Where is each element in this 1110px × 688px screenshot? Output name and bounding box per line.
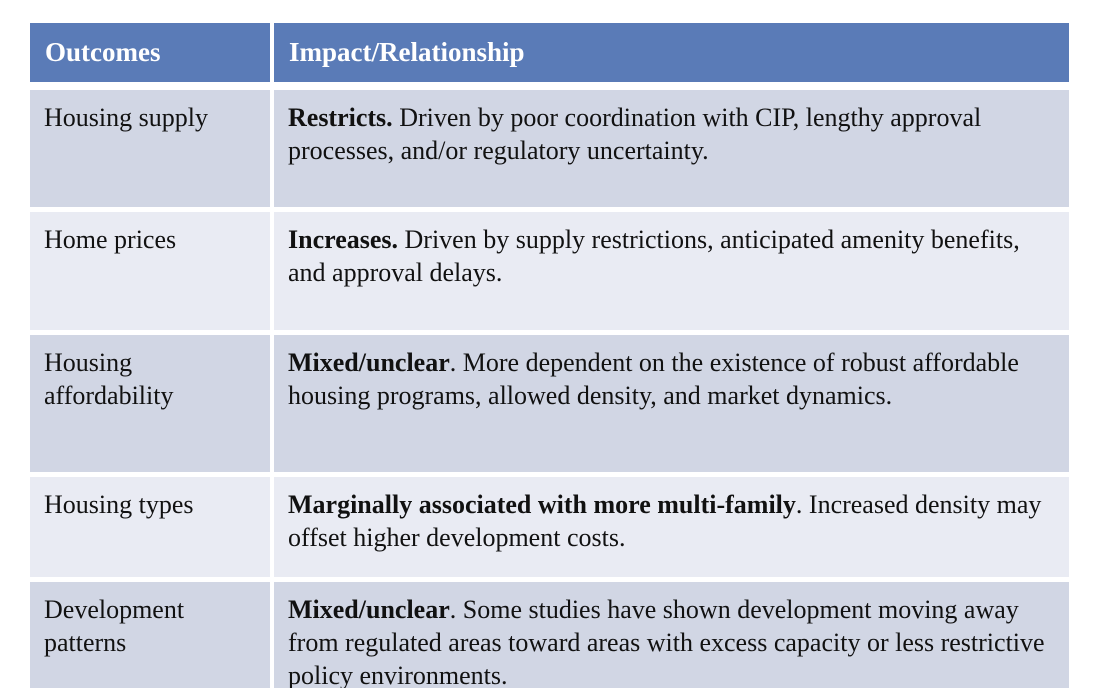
impact-cell: Restricts. Driven by poor coordination w… [274, 85, 1069, 207]
table-header-row: Outcomes Impact/Relationship [30, 23, 1069, 85]
outcome-cell: Housing types [30, 472, 274, 577]
table-row: Housing supply Restricts. Driven by poor… [30, 85, 1069, 207]
column-header-outcomes: Outcomes [30, 23, 274, 85]
table-row: Housing affordability Mixed/unclear. Mor… [30, 330, 1069, 472]
impact-lead: Marginally associated with more multi-fa… [288, 490, 796, 519]
impact-cell: Increases. Driven by supply restrictions… [274, 207, 1069, 330]
impact-cell: Marginally associated with more multi-fa… [274, 472, 1069, 577]
outcomes-impact-table: Outcomes Impact/Relationship Housing sup… [30, 23, 1069, 688]
impact-lead: Mixed/unclear [288, 595, 450, 624]
impact-detail: Driven by supply restrictions, anticipat… [288, 225, 1020, 287]
impact-detail: Driven by poor coordination with CIP, le… [288, 103, 982, 165]
impact-lead: Restricts. [288, 103, 393, 132]
impact-detail: . More dependent on the existence of rob… [288, 348, 1019, 410]
outcome-cell: Housing affordability [30, 330, 274, 472]
impact-lead: Increases. [288, 225, 399, 254]
outcome-cell: Home prices [30, 207, 274, 330]
impact-cell: Mixed/unclear. Some studies have shown d… [274, 577, 1069, 688]
impact-cell: Mixed/unclear. More dependent on the exi… [274, 330, 1069, 472]
impact-detail: . Some studies have shown development mo… [288, 595, 1045, 688]
outcome-cell: Development patterns [30, 577, 274, 688]
impact-detail: . Increased density may offset higher de… [288, 490, 1042, 552]
table-row: Home prices Increases. Driven by supply … [30, 207, 1069, 330]
table-row: Development patterns Mixed/unclear. Some… [30, 577, 1069, 688]
impact-lead: Mixed/unclear [288, 348, 450, 377]
table-row: Housing types Marginally associated with… [30, 472, 1069, 577]
outcome-cell: Housing supply [30, 85, 274, 207]
column-header-impact: Impact/Relationship [274, 23, 1069, 85]
